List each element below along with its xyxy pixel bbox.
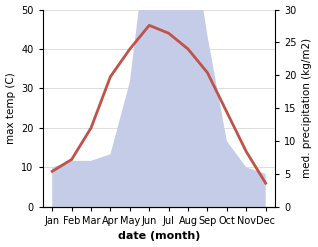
Y-axis label: max temp (C): max temp (C) <box>5 72 16 144</box>
X-axis label: date (month): date (month) <box>118 231 200 242</box>
Y-axis label: med. precipitation (kg/m2): med. precipitation (kg/m2) <box>302 38 313 178</box>
